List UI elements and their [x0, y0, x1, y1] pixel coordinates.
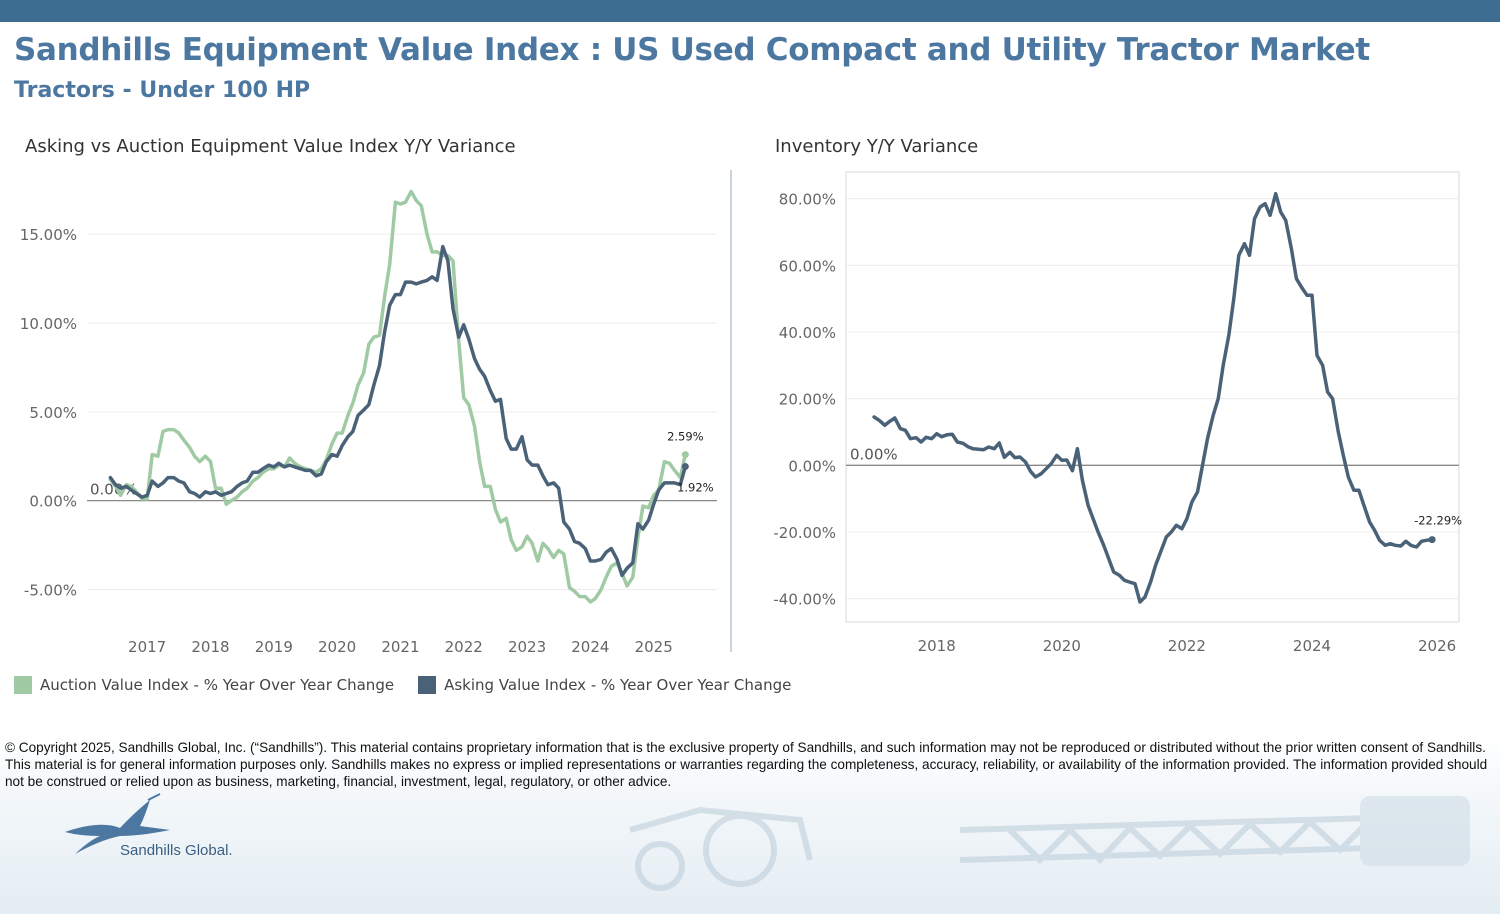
series-end-label-1: 1.92% [677, 481, 714, 495]
legend-item-auction[interactable]: Auction Value Index - % Year Over Year C… [14, 676, 394, 694]
y-tick-label: -5.00% [24, 581, 77, 599]
y-tick-label: 10.00% [20, 315, 77, 333]
asking-swatch-icon [418, 676, 437, 694]
y-tick-label: -20.00% [773, 524, 836, 542]
y-tick-label: 60.00% [779, 257, 836, 275]
series-line-1 [108, 244, 688, 578]
x-tick-label: 2018 [191, 638, 229, 656]
x-tick-label: 2022 [445, 638, 483, 656]
page-title: Sandhills Equipment Value Index : US Use… [14, 32, 1370, 68]
y-tick-label: 0.00% [788, 457, 836, 475]
right-chart-title: Inventory Y/Y Variance [775, 136, 979, 157]
x-tick-label: 2024 [1293, 637, 1331, 655]
y-tick-label: 80.00% [779, 191, 836, 209]
copyright-notice: © Copyright 2025, Sandhills Global, Inc.… [5, 740, 1488, 789]
series-end-label-0: 2.59% [667, 430, 704, 444]
x-tick-label: 2020 [318, 638, 356, 656]
x-tick-label: 2023 [508, 638, 546, 656]
zero-label: 0.00% [850, 445, 898, 463]
y-tick-label: 0.00% [29, 493, 77, 511]
x-tick-label: 2017 [128, 638, 166, 656]
series-end-point-1 [681, 463, 689, 471]
y-tick-label: 15.00% [20, 226, 77, 244]
left-chart-title: Asking vs Auction Equipment Value Index … [25, 136, 516, 157]
farm-machinery-illustration-icon [629, 796, 1470, 891]
y-tick-label: 40.00% [779, 324, 836, 342]
auction-swatch-icon [14, 676, 32, 694]
top-bar [0, 0, 1500, 22]
x-tick-label: 2021 [381, 638, 419, 656]
series-end-point-0 [1428, 536, 1436, 544]
plot-frame [845, 171, 1460, 623]
sandhills-logo-text: Sandhills Global. [120, 842, 233, 859]
page-subtitle: Tractors - Under 100 HP [14, 78, 311, 103]
x-tick-label: 2025 [635, 638, 673, 656]
y-tick-label: -40.00% [773, 591, 836, 609]
x-tick-label: 2019 [255, 638, 293, 656]
panel-divider [730, 170, 732, 652]
series-end-label-0: -22.29% [1414, 514, 1462, 528]
x-tick-label: 2020 [1043, 637, 1081, 655]
legend-asking-label: Asking Value Index - % Year Over Year Ch… [444, 676, 792, 694]
series-end-point-0 [681, 451, 689, 459]
x-tick-label: 2026 [1418, 637, 1456, 655]
legend-item-asking[interactable]: Asking Value Index - % Year Over Year Ch… [418, 676, 791, 694]
y-tick-label: 20.00% [779, 391, 836, 409]
y-tick-label: 5.00% [29, 404, 77, 422]
inventory-chart: 80.00% 60.00% 40.00% 20.00% 0.00% -20.00% -40.… [773, 171, 1462, 655]
legend-auction-label: Auction Value Index - % Year Over Year C… [40, 676, 395, 694]
asking-vs-auction-chart: 15.00%10.00%5.00%0.00%-5.00%0.00%2017 201… [20, 189, 717, 656]
series-line-0 [872, 191, 1434, 604]
x-tick-label: 2024 [571, 638, 609, 656]
x-tick-label: 2018 [918, 637, 956, 655]
x-tick-label: 2022 [1168, 637, 1206, 655]
sandhills-crane-logo-icon [65, 793, 170, 854]
series-line-0 [108, 189, 688, 604]
legend: Auction Value Index - % Year Over Year C… [14, 676, 791, 694]
